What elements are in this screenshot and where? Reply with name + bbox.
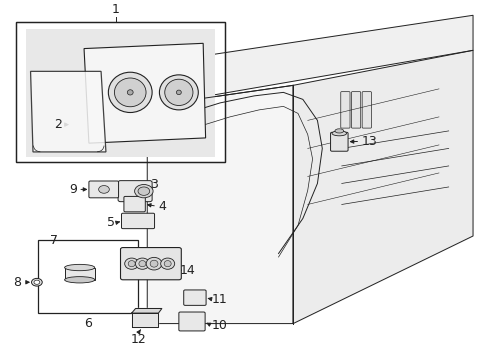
Polygon shape bbox=[147, 15, 472, 107]
Text: 5: 5 bbox=[106, 216, 115, 229]
FancyBboxPatch shape bbox=[183, 290, 205, 305]
Ellipse shape bbox=[64, 276, 95, 283]
Ellipse shape bbox=[150, 260, 158, 267]
Ellipse shape bbox=[134, 185, 153, 198]
Ellipse shape bbox=[124, 258, 139, 269]
FancyBboxPatch shape bbox=[120, 248, 181, 280]
Polygon shape bbox=[131, 309, 162, 313]
Ellipse shape bbox=[135, 258, 149, 269]
Text: 14: 14 bbox=[180, 264, 195, 277]
FancyBboxPatch shape bbox=[121, 213, 154, 229]
Text: 3: 3 bbox=[149, 178, 157, 191]
FancyBboxPatch shape bbox=[179, 312, 204, 331]
Ellipse shape bbox=[138, 187, 149, 195]
Text: 9: 9 bbox=[69, 183, 77, 196]
Ellipse shape bbox=[161, 258, 174, 269]
Bar bbox=[38, 239, 137, 313]
Polygon shape bbox=[84, 43, 205, 143]
FancyBboxPatch shape bbox=[362, 92, 371, 128]
Ellipse shape bbox=[114, 78, 146, 107]
Ellipse shape bbox=[159, 75, 198, 110]
Text: 6: 6 bbox=[84, 317, 92, 330]
Polygon shape bbox=[292, 50, 472, 324]
Ellipse shape bbox=[34, 280, 40, 284]
Text: 12: 12 bbox=[131, 333, 146, 346]
Ellipse shape bbox=[176, 90, 181, 95]
Text: 11: 11 bbox=[211, 293, 227, 306]
Ellipse shape bbox=[146, 257, 162, 270]
FancyBboxPatch shape bbox=[340, 92, 349, 128]
Text: 1: 1 bbox=[111, 3, 120, 16]
Text: 2: 2 bbox=[54, 118, 62, 131]
Ellipse shape bbox=[164, 261, 171, 267]
Bar bbox=[64, 267, 95, 280]
Polygon shape bbox=[131, 313, 158, 327]
Ellipse shape bbox=[108, 72, 152, 113]
Text: 7: 7 bbox=[50, 234, 58, 247]
FancyBboxPatch shape bbox=[26, 29, 215, 157]
FancyBboxPatch shape bbox=[330, 132, 347, 151]
Text: 10: 10 bbox=[211, 319, 227, 332]
FancyBboxPatch shape bbox=[351, 92, 360, 128]
Ellipse shape bbox=[331, 131, 346, 136]
FancyBboxPatch shape bbox=[118, 181, 152, 202]
Ellipse shape bbox=[31, 278, 42, 286]
Text: 4: 4 bbox=[158, 200, 165, 213]
Ellipse shape bbox=[334, 129, 343, 133]
Ellipse shape bbox=[139, 261, 145, 267]
Ellipse shape bbox=[164, 79, 193, 105]
Text: 8: 8 bbox=[13, 276, 21, 289]
Ellipse shape bbox=[128, 261, 135, 267]
Bar bbox=[16, 22, 224, 162]
Bar bbox=[16, 22, 224, 162]
Polygon shape bbox=[30, 71, 106, 152]
Ellipse shape bbox=[99, 185, 109, 193]
Text: 13: 13 bbox=[361, 135, 376, 148]
Ellipse shape bbox=[127, 90, 133, 95]
FancyBboxPatch shape bbox=[123, 197, 145, 212]
Polygon shape bbox=[147, 85, 292, 324]
Ellipse shape bbox=[64, 264, 95, 271]
FancyBboxPatch shape bbox=[89, 181, 118, 198]
